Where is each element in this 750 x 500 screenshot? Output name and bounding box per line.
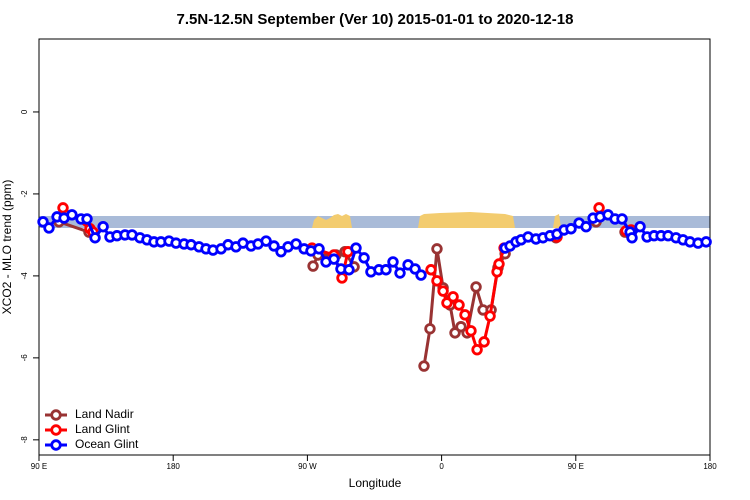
point: [343, 264, 355, 276]
point: [387, 256, 399, 268]
point: [89, 232, 101, 244]
point: [307, 260, 319, 272]
point: [478, 336, 490, 348]
point: [465, 325, 477, 337]
y-tick-label: 0: [20, 109, 29, 114]
point: [565, 223, 577, 235]
x-tick-label: 90 W: [298, 462, 317, 471]
legend-label: Land Glint: [75, 422, 130, 436]
surface-band: [39, 212, 710, 228]
point: [493, 258, 505, 270]
point: [453, 299, 465, 311]
y-tick-label: -6: [20, 354, 29, 362]
y-axis-label: XCO2 - MLO trend (ppm): [0, 180, 14, 315]
land-patch: [553, 214, 561, 228]
point: [424, 323, 436, 335]
point: [700, 236, 712, 248]
point: [380, 264, 392, 276]
point: [358, 252, 370, 264]
chart-title: 7.5N-12.5N September (Ver 10) 2015-01-01…: [177, 11, 574, 28]
y-tick-label: -8: [20, 436, 29, 444]
point: [447, 291, 459, 303]
point: [43, 222, 55, 234]
legend-marker: [50, 424, 62, 436]
x-tick-label: 180: [703, 462, 717, 471]
x-axis-label: Longitude: [349, 476, 402, 490]
point: [313, 243, 325, 255]
x-tick-label: 90 E: [568, 462, 584, 471]
point: [57, 202, 69, 214]
point: [634, 221, 646, 233]
point: [394, 267, 406, 279]
x-tick-label: 180: [167, 462, 181, 471]
point: [260, 235, 272, 247]
point: [268, 240, 280, 252]
legend-label: Ocean Glint: [75, 437, 139, 451]
x-tick-label: 90 E: [31, 462, 47, 471]
point: [437, 285, 449, 297]
point: [290, 238, 302, 250]
point: [459, 309, 471, 321]
point: [616, 213, 628, 225]
point: [328, 253, 340, 265]
point: [81, 213, 93, 225]
legend-marker: [50, 439, 62, 451]
plot-frame: [38, 38, 711, 456]
x-tick-label: 0: [439, 462, 444, 471]
legend-label: Land Nadir: [75, 407, 134, 421]
point: [471, 343, 483, 356]
legend-marker: [50, 409, 62, 421]
point: [593, 202, 605, 214]
land-patch: [418, 212, 515, 228]
point: [415, 269, 427, 281]
y-tick-label: -4: [20, 272, 29, 280]
y-tick-label: -2: [20, 190, 29, 198]
point: [350, 242, 362, 254]
land-patch: [312, 214, 352, 228]
point: [336, 272, 348, 284]
point: [580, 221, 592, 233]
point: [425, 264, 437, 276]
point: [418, 360, 430, 372]
point: [66, 209, 78, 221]
point: [431, 275, 443, 287]
point: [470, 281, 482, 293]
point: [626, 232, 638, 244]
series: [37, 209, 712, 281]
point: [431, 243, 443, 255]
ocean-band: [39, 216, 710, 228]
point: [484, 310, 496, 322]
point: [97, 221, 109, 233]
